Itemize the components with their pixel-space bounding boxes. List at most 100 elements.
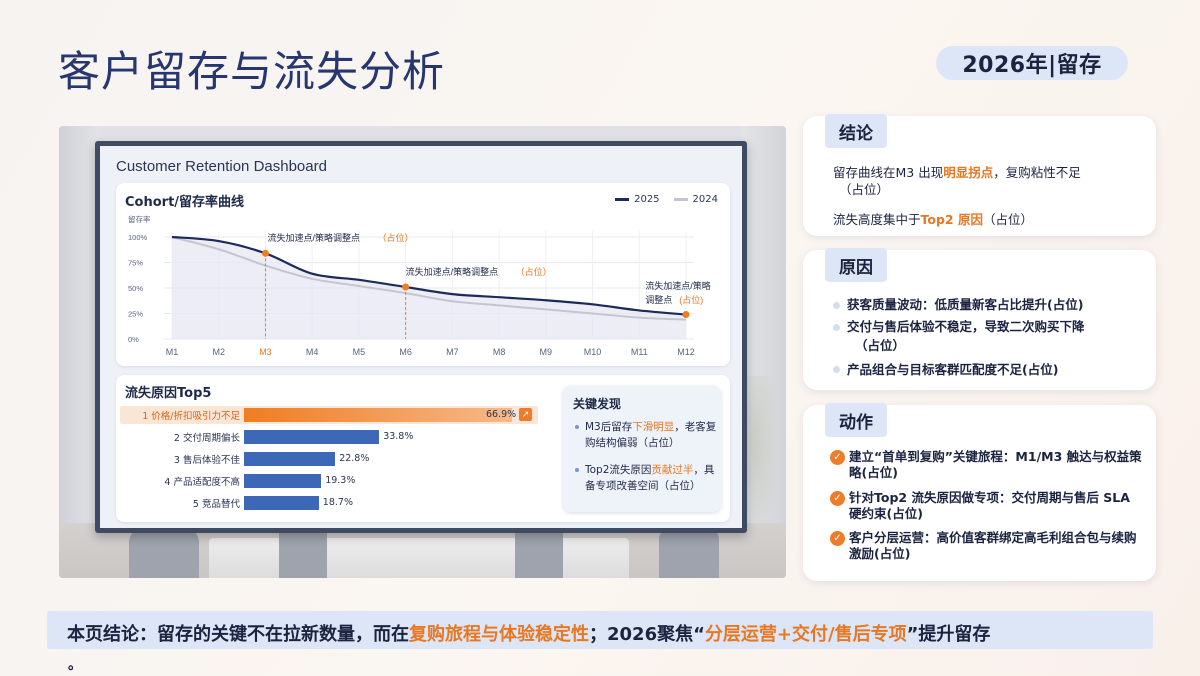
cohort-chart-card: Cohort/留存率曲线 2025 2024 留存率 100% 75% 50% 25% 0… xyxy=(116,183,730,366)
y-axis-label: 留存率 xyxy=(128,214,151,224)
bar-category-label: 4 产品适配度不高 xyxy=(164,477,240,488)
reason-item-tail: （占位） xyxy=(855,338,906,353)
chair xyxy=(129,528,199,578)
bar-value-label: 66.9% xyxy=(486,409,517,420)
bullet-dot xyxy=(833,302,840,309)
bar-mark xyxy=(244,408,512,422)
x-tick-label: M4 xyxy=(306,347,319,357)
conclusion-line-1-tail: （占位） xyxy=(839,182,890,197)
marker-point xyxy=(261,249,269,257)
annotation-label: 流失加速点/策略调整点 xyxy=(406,266,499,277)
legend-label-2024: 2024 xyxy=(692,194,718,205)
dashboard-screen: Customer Retention Dashboard Cohort/留存率曲… xyxy=(100,146,742,528)
check-icon: ✓ xyxy=(830,450,845,465)
bar-row: 4 产品适配度不高 19.3% xyxy=(120,472,538,490)
actions-tag: 动作 xyxy=(825,403,887,437)
check-icon: ✓ xyxy=(830,491,845,506)
conclusion-card: 结论 留存曲线在M3 出现明显拐点，复购粘性不足 （占位） 流失高度集中于Top… xyxy=(803,114,1156,236)
chart-legend: 2025 2024 xyxy=(615,194,718,205)
year-badge: 2026年|留存 xyxy=(936,46,1128,80)
x-tick-label: M10 xyxy=(584,347,602,357)
tv-monitor: Customer Retention Dashboard Cohort/留存率曲… xyxy=(95,141,747,533)
bar-row: 3 售后体验不佳 22.8% xyxy=(120,450,538,468)
series-line-2025 xyxy=(171,235,687,316)
y-tick-label: 50% xyxy=(128,284,143,293)
bar-category-label: 2 交付周期偏长 xyxy=(173,433,240,444)
marker-point xyxy=(402,283,410,291)
bar-mark xyxy=(244,496,319,510)
bullet-dot xyxy=(833,324,840,331)
x-tick-label: M3 xyxy=(259,347,272,357)
bar-value-label: 19.3% xyxy=(325,475,356,486)
expand-icon[interactable]: ↗ xyxy=(519,408,532,421)
conclusion-tag: 结论 xyxy=(825,114,887,148)
x-tick-label: M11 xyxy=(631,347,648,357)
bar-category-label: 1 价格/折扣吸引力不足 xyxy=(142,411,240,422)
x-tick-label: M6 xyxy=(399,347,412,357)
churn-reasons-card: 流失原因Top5 1 价格/折扣吸引力不足 66.9% ↗ 2 交付周期偏长 33.8%… xyxy=(116,375,730,522)
reason-item: 产品组合与目标客群匹配度不足(占位) xyxy=(847,362,1059,377)
marker-point xyxy=(682,311,690,319)
page-conclusion-tail: 。 xyxy=(68,657,82,673)
meeting-table xyxy=(209,538,629,578)
reason-item: 交付与售后体验不稳定，导致二次购买下降 xyxy=(847,319,1085,334)
key-findings-title: 关键发现 xyxy=(573,397,622,411)
bar-mark xyxy=(244,474,322,488)
annotation-placeholder: （占位） xyxy=(516,266,552,277)
annotation-placeholder: （占位） xyxy=(377,232,413,243)
x-tick-label: M1 xyxy=(166,347,179,357)
key-findings-card: 关键发现 M3后留存下滑明显，老客复购结构偏弱（占位） Top2流失原因贡献过半… xyxy=(563,386,721,512)
action-item: 建立“首单到复购”关键旅程：M1/M3 触达与权益策略(占位) xyxy=(849,449,1142,480)
check-icon: ✓ xyxy=(830,531,845,546)
wall-left xyxy=(59,126,99,578)
annotation-label: 流失加速点/策略 xyxy=(645,280,711,291)
conclusion-line-2: 流失高度集中于Top2 原因（占位） xyxy=(833,212,1033,227)
top5-title: 流失原因Top5 xyxy=(125,386,212,401)
x-tick-label: M2 xyxy=(212,347,225,357)
annotation-label: 调整点 xyxy=(645,294,672,305)
dashboard-title: Customer Retention Dashboard xyxy=(116,158,327,175)
y-tick-label: 75% xyxy=(128,259,143,268)
reasons-tag: 原因 xyxy=(825,248,887,282)
dashboard-photo: Customer Retention Dashboard Cohort/留存率曲… xyxy=(59,126,786,578)
legend-item-2025: 2025 xyxy=(615,194,660,205)
page-conclusion-banner: 本页结论：留存的关键不在拉新数量，而在复购旅程与体验稳定性；2026聚焦“分层运… xyxy=(47,611,1153,649)
bar-category-label: 3 售后体验不佳 xyxy=(173,455,240,466)
annotation-placeholder: (占位) xyxy=(679,294,703,305)
finding-item: M3后留存下滑明显，老客复购结构偏弱（占位） xyxy=(575,419,717,451)
bar-row: 2 交付周期偏长 33.8% xyxy=(120,428,538,446)
conclusion-line-1: 留存曲线在M3 出现明显拐点，复购粘性不足 xyxy=(833,165,1081,180)
cohort-chart-title: Cohort/留存率曲线 xyxy=(125,195,245,210)
bar-value-label: 33.8% xyxy=(383,431,414,442)
actions-card: 动作 ✓ 建立“首单到复购”关键旅程：M1/M3 触达与权益策略(占位) ✓ 针… xyxy=(803,403,1156,581)
chair xyxy=(659,526,719,578)
bullet-dot xyxy=(833,366,840,373)
bar-row: 5 竞品替代 18.7% xyxy=(120,494,538,512)
legend-label-2025: 2025 xyxy=(634,194,660,205)
x-tick-label: M9 xyxy=(540,347,553,357)
bar-mark xyxy=(244,452,336,466)
bar-value-label: 18.7% xyxy=(322,497,353,508)
y-tick-label: 25% xyxy=(128,310,143,319)
area-fill xyxy=(172,237,686,339)
cohort-line-chart: 留存率 100% 75% 50% 25% 0% M1 M2 M3 M4 M5 M6 M7 M8 M9 M10 M… xyxy=(128,214,711,357)
legend-item-2024: 2024 xyxy=(673,194,718,205)
x-tick-label: M12 xyxy=(677,347,695,357)
x-tick-label: M8 xyxy=(493,347,506,357)
series-line-2024 xyxy=(171,236,687,321)
action-item: 针对Top2 流失原因做专项：交付周期与售后 SLA 硬约束(占位) xyxy=(849,490,1130,521)
action-item: 客户分层运营：高价值客群绑定高毛利组合包与续购激励(占位) xyxy=(849,530,1137,561)
bar-row: 1 价格/折扣吸引力不足 66.9% ↗ xyxy=(120,406,538,424)
finding-item: Top2流失原因贡献过半，具备专项改善空间（占位） xyxy=(575,462,717,494)
bar-value-label: 22.8% xyxy=(339,453,370,464)
page-title: 客户留存与流失分析 xyxy=(58,47,446,96)
y-tick-label: 0% xyxy=(128,335,139,344)
reason-item: 获客质量波动：低质量新客占比提升(占位) xyxy=(847,297,1084,312)
bar-category-label: 5 竞品替代 xyxy=(192,499,240,510)
x-tick-label: M7 xyxy=(446,347,459,357)
x-tick-label: M5 xyxy=(353,347,366,357)
bar-mark xyxy=(244,430,380,444)
y-tick-label: 100% xyxy=(128,233,148,242)
page-conclusion-text: 本页结论：留存的关键不在拉新数量，而在复购旅程与体验稳定性；2026聚焦“分层运… xyxy=(67,624,991,645)
reasons-card: 原因 获客质量波动：低质量新客占比提升(占位) 交付与售后体验不稳定，导致二次购… xyxy=(803,248,1156,390)
